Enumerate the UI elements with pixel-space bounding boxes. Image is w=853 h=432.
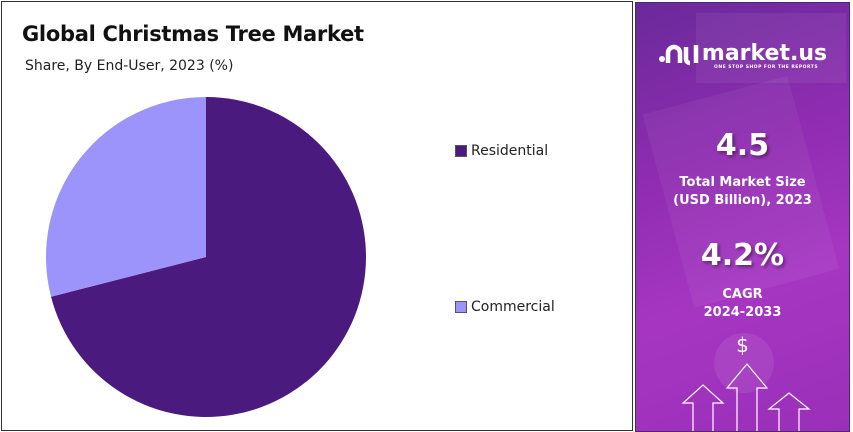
dollar-icon: $ [736, 333, 749, 357]
growth-arrows-icon [681, 363, 811, 431]
legend-item-residential: Residential [455, 143, 548, 159]
market-size-label-line1: Total Market Size [679, 175, 806, 190]
pie-slice-residential [51, 97, 366, 418]
summary-panel: market.us ONE STOP SHOP FOR THE REPORTS … [635, 2, 850, 432]
legend-item-commercial: Commercial [455, 299, 555, 315]
brand-logo: market.us [636, 39, 849, 67]
pie-slice-commercial [46, 97, 206, 297]
market-us-logo-icon [658, 44, 699, 66]
cagr-label: CAGR 2024-2033 [636, 286, 849, 322]
brand-tagline: ONE STOP SHOP FOR THE REPORTS [714, 65, 819, 70]
pie-chart [46, 97, 366, 418]
cagr-label-line1: CAGR [722, 287, 763, 302]
legend-swatch [455, 145, 467, 157]
brand-name: market.us [701, 40, 828, 66]
chart-subtitle: Share, By End-User, 2023 (%) [25, 58, 234, 74]
legend-swatch [455, 301, 467, 313]
cagr-label-line2: 2024-2033 [703, 305, 782, 320]
market-size-value: 4.5 [715, 128, 770, 163]
legend-label: Residential [471, 143, 549, 159]
chart-title: Global Christmas Tree Market [22, 22, 364, 46]
market-size-label: Total Market Size (USD Billion), 2023 [636, 174, 849, 210]
legend-label: Commercial [471, 299, 555, 315]
cagr-value: 4.2% [700, 238, 785, 273]
market-size-label-line2: (USD Billion), 2023 [673, 193, 812, 208]
chart-panel: Global Christmas Tree Market Share, By E… [1, 1, 633, 431]
